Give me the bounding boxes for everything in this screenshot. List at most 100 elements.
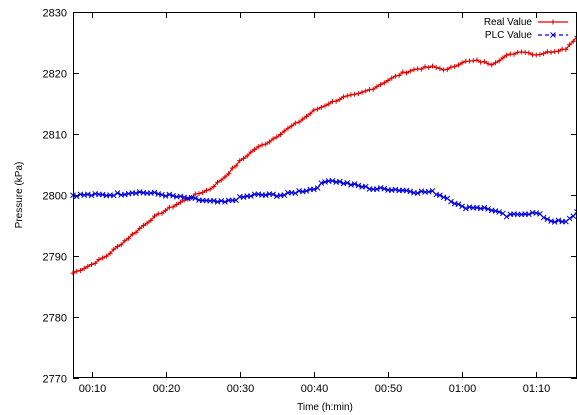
x-tick-label: 01:10 [523,383,551,395]
data-point-real-value [489,62,495,68]
data-point-real-value [441,67,447,73]
data-point-plc-value [329,177,336,184]
data-point-plc-value [270,191,276,198]
data-point-real-value [137,225,143,231]
data-point-real-value [103,253,109,259]
data-point-plc-value [336,178,343,185]
data-point-real-value [85,263,91,269]
data-point-real-value [418,66,424,72]
data-point-real-value [355,91,361,97]
data-point-plc-value [210,197,217,204]
data-point-plc-value [381,185,388,192]
data-point-real-value [118,242,124,248]
ticks-layer: 2770 2780 2790 2800 2810 2820 2830 00:10 00:20 00… [43,8,577,395]
data-point-real-value [378,82,384,88]
x-tick-label: 00:20 [153,383,181,395]
data-point-plc-value [481,204,488,211]
data-point-real-value [392,73,398,79]
legend-swatch-real-value [538,19,568,25]
data-point-real-value [81,266,87,272]
data-point-real-value [218,177,224,183]
data-point-real-value [278,132,284,138]
y-tick-label: 2820 [43,69,67,81]
data-point-real-value [318,104,324,110]
data-point-real-value [163,207,169,213]
data-point-plc-value [414,190,421,197]
data-point-real-value [285,125,291,131]
data-point-real-value [555,48,561,54]
data-point-plc-value [177,193,184,200]
y-tick-label: 2780 [43,313,67,325]
data-point-real-value [426,64,432,70]
data-point-real-value [244,153,250,159]
data-point-real-value [159,210,165,216]
data-point-plc-value [525,211,532,218]
data-point-real-value [255,144,261,150]
data-point-real-value [237,158,243,164]
data-point-real-value [452,63,458,69]
data-point-plc-value [162,193,169,199]
data-point-real-value [107,250,113,256]
data-point-real-value [311,107,317,113]
data-point-plc-value [133,190,139,197]
data-point-plc-value [262,192,269,199]
data-point-real-value [474,57,480,63]
data-point-plc-value [566,215,573,222]
legend-swatch-plc-value [538,32,568,38]
y-tick-label: 2800 [43,191,67,203]
data-point-plc-value [407,188,414,195]
series-plc-value [70,177,577,225]
data-point-plc-value [303,188,310,194]
data-point-plc-value [159,191,165,198]
data-point-real-value [133,229,139,235]
data-point-real-value [389,75,395,81]
data-point-plc-value [218,197,225,204]
legend-label-plc-value: PLC Value [485,30,533,41]
data-point-real-value [177,199,183,205]
series-real-value [70,33,577,276]
data-point-plc-value [351,181,358,187]
data-point-real-value [481,59,487,65]
data-point-real-value [252,146,258,152]
data-point-plc-value [314,185,321,191]
data-point-real-value [381,80,387,86]
data-point-plc-value [355,182,362,189]
data-point-real-value [296,119,302,125]
data-point-real-value [174,201,180,207]
data-point-real-value [570,38,576,44]
data-point-real-value [433,64,439,70]
y-tick-label: 2810 [43,130,67,142]
data-point-real-value [492,60,498,66]
data-point-real-value [92,260,98,266]
data-point-real-value [459,60,465,66]
data-point-real-value [544,49,550,55]
data-point-plc-value [88,192,95,199]
data-point-real-value [196,191,202,197]
data-point-plc-value [574,208,577,215]
data-point-real-value [341,94,347,100]
data-point-real-value [574,33,577,39]
data-point-real-value [292,120,298,126]
data-point-real-value [359,89,365,95]
data-point-real-value [444,66,450,72]
data-point-real-value [203,187,209,193]
data-point-plc-value [455,201,462,208]
data-point-real-value [274,134,280,140]
data-point-real-value [396,72,402,78]
data-point-real-value [207,186,213,192]
data-point-real-value [96,256,102,262]
legend-marker [550,32,556,38]
data-point-real-value [144,220,150,226]
data-point-real-value [322,103,328,109]
data-point-real-value [300,116,306,122]
legend-label-real-value: Real Value [484,17,533,28]
data-point-real-value [400,69,406,75]
data-point-real-value [374,84,380,90]
data-point-real-value [74,268,80,274]
data-point-plc-value [374,186,380,192]
data-point-real-value [363,88,369,94]
data-point-plc-value [459,203,465,210]
data-point-plc-value [544,216,551,223]
series-layer [70,33,577,276]
